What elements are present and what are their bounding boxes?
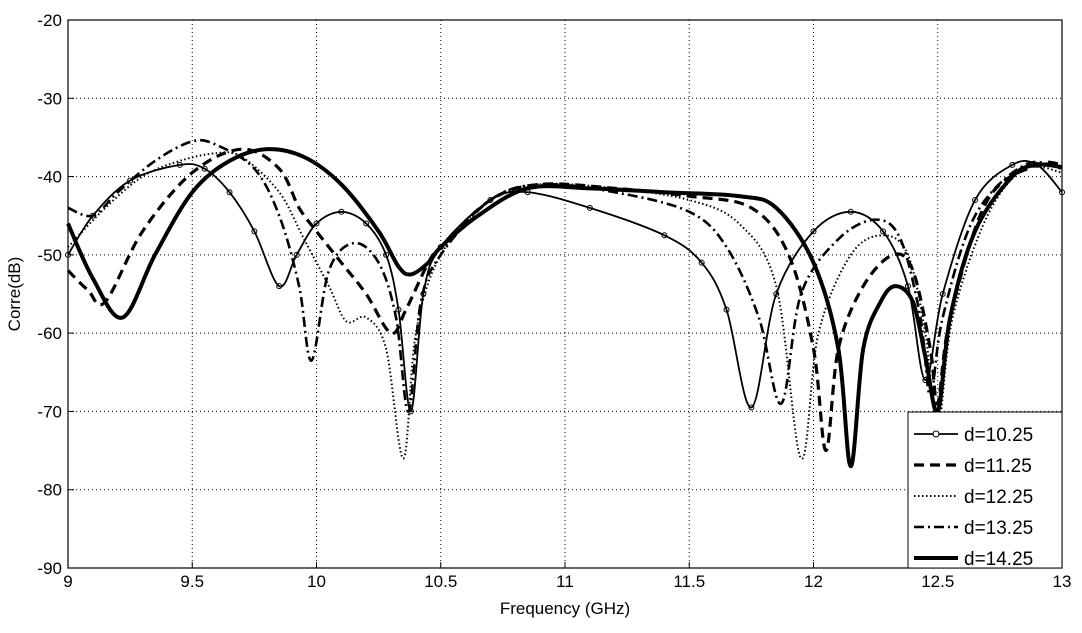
series-marker [939,291,946,297]
y-axis-label: Corre(dB) [5,257,24,332]
series-marker [293,251,300,258]
y-tick-label: -50 [37,246,62,265]
y-tick-label: -90 [37,559,62,578]
series-marker [1009,161,1016,168]
series-marker [251,228,258,235]
plot-frame [67,19,1063,569]
series-marker [661,232,668,239]
legend: d=10.25 d=11.25 d=12.25 d=13.25 d=14.25 [907,411,1063,570]
x-tick-label: 12.5 [921,572,954,591]
series-marker [904,283,911,290]
legend-label: d=10.25 [964,425,1033,446]
x-tick-label: 12 [804,572,823,591]
series-marker [880,228,887,235]
x-tick-label: 10.5 [424,572,457,591]
series-marker [383,251,390,258]
legend-label: d=13.25 [964,518,1033,539]
series-marker [363,220,370,227]
legend-label: d=12.25 [964,487,1033,508]
y-tick-label: -80 [37,481,62,500]
y-tick-label: -30 [37,89,62,108]
series-line-d-11-25 [66,147,1063,453]
series-marker [338,208,345,215]
y-tick-labels: -90 -80 -70 -60 -50 -40 -30 -20 [37,11,62,578]
legend-label: d=14.25 [964,549,1033,570]
series-marker [972,197,979,204]
x-tick-label: 11.5 [673,572,705,591]
legend-marker [932,430,940,438]
x-tick-label: 11 [556,572,574,591]
y-tick-label: -40 [37,168,62,187]
legend-label: d=11.25 [964,456,1032,477]
series-line-d-14-25 [66,147,1063,469]
series-marker [395,306,402,313]
y-tick-label: -70 [37,402,62,421]
series-marker [748,404,755,411]
series-line-d-13-25 [67,138,1063,413]
series-marker [176,161,183,168]
series-marker [313,220,320,227]
y-tick-label: -60 [37,324,62,343]
x-tick-label: 10 [307,572,326,591]
series-marker [810,228,817,235]
x-tick-label: 13 [1053,572,1072,591]
y-tick-label: -20 [37,11,62,30]
legend-box [907,411,1063,569]
x-axis-label: Frequency (GHz) [500,599,630,618]
series-marker [698,259,705,266]
x-tick-label: 9 [63,572,72,591]
series-marker [847,208,854,215]
series-marker [201,165,208,172]
series-marker [226,189,233,196]
series-marker [723,306,730,313]
series-line-d-12-25 [67,151,1063,460]
series-marker [276,283,283,290]
series-group [65,138,1065,469]
x-tick-labels: 9 9.5 10 10.5 11 11.5 12 12.5 13 [63,572,1071,591]
series-marker [586,204,593,211]
x-tick-label: 9.5 [180,572,204,591]
